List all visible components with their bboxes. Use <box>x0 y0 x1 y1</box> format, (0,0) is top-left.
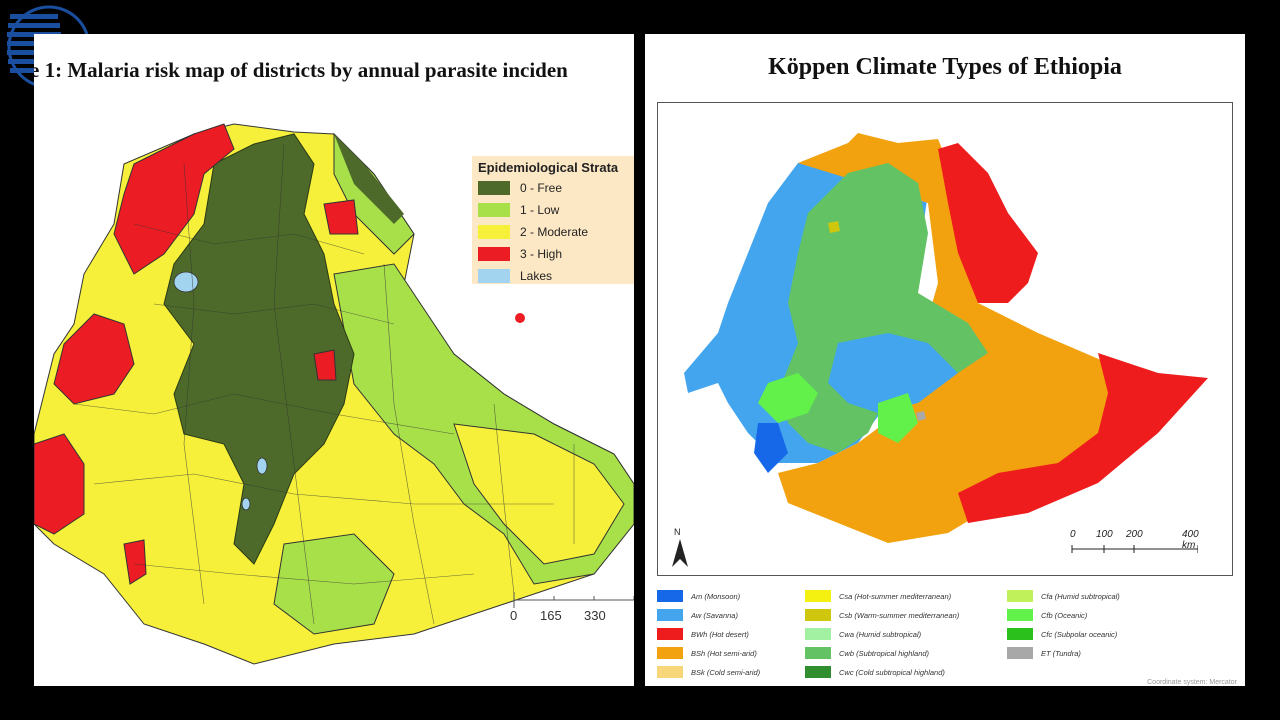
map-region-high-c <box>323 199 359 235</box>
legend-item-cfa: Cfa (Humid subtropical) <box>1007 590 1120 602</box>
legend-item-lakes: Lakes <box>478 268 552 284</box>
map-red-dot <box>515 313 525 323</box>
legend-item-cwa: Cwa (Humid subtropical) <box>805 628 921 640</box>
map-zone-et <box>916 411 926 421</box>
map-region-high-s <box>123 539 147 585</box>
lake-tana <box>173 271 199 293</box>
legend-item-am: Am (Monsoon) <box>657 590 740 602</box>
legend-swatch <box>478 203 510 217</box>
map-region-free-ne <box>334 134 404 224</box>
scale-bar-line <box>1071 545 1198 553</box>
scale-label: 330 <box>584 608 606 623</box>
scale-label: 0 <box>1070 529 1076 540</box>
map-region-low-south <box>273 533 395 635</box>
legend-item-aw: Aw (Savanna) <box>657 609 738 621</box>
scale-label: 165 <box>540 608 562 623</box>
lake-rift-2 <box>241 497 251 511</box>
legend-item-bsk: BSk (Cold semi-arid) <box>657 666 760 678</box>
malaria-risk-map <box>34 123 634 665</box>
scale-label: 200 <box>1126 529 1143 540</box>
map-region-high-sw <box>34 433 85 535</box>
koppen-map-panel: Köppen Climate Types of Ethiopia <box>645 34 1245 686</box>
map-region-high-nw <box>113 123 235 275</box>
coordinate-system-note: Coordinate system: Mercator <box>1147 679 1237 686</box>
map-zone-csb <box>828 221 840 233</box>
map-zone-bwh-se <box>958 353 1208 523</box>
legend-title: Epidemiological Strata <box>478 160 619 175</box>
legend-item-free: 0 - Free <box>478 180 562 196</box>
north-arrow-icon <box>672 539 688 567</box>
map-zone-bwh-ne <box>938 143 1038 303</box>
legend-item-low: 1 - Low <box>478 202 559 218</box>
legend-label: 0 - Free <box>520 181 563 195</box>
legend-swatch <box>478 269 510 283</box>
scale-label: 0 <box>510 608 518 623</box>
scale-label: 100 <box>1096 529 1113 540</box>
legend-swatch <box>478 225 510 239</box>
district-boundaries <box>73 143 575 625</box>
map-region-high-e <box>313 349 337 381</box>
legend-item-csb: Csb (Warm-summer mediterranean) <box>805 609 959 621</box>
malaria-map-title: e 1: Malaria risk map of districts by an… <box>34 58 568 82</box>
malaria-map-panel: e 1: Malaria risk map of districts by an… <box>34 34 634 686</box>
legend-item-csa: Csa (Hot-summer mediterranean) <box>805 590 951 602</box>
koppen-legend: Am (Monsoon) Aw (Savanna) BWh (Hot deser… <box>657 590 1237 680</box>
legend-item-cwc: Cwc (Cold subtropical highland) <box>805 666 945 678</box>
scale-label: 400 km <box>1182 529 1199 551</box>
legend-label: 3 - High <box>520 247 563 261</box>
map-region-free <box>163 133 355 565</box>
legend-swatch <box>478 181 510 195</box>
map-zone-cfb <box>758 373 818 423</box>
legend-label: 2 - Moderate <box>520 225 589 239</box>
legend-label: Lakes <box>520 269 553 283</box>
map-region-high-w <box>53 313 135 405</box>
koppen-map-title: Köppen Climate Types of Ethiopia <box>768 54 1122 80</box>
map-zone-cfb-2 <box>878 393 918 443</box>
map-region-moderate-east <box>453 423 625 565</box>
legend-item-high: 3 - High <box>478 246 562 262</box>
map-zone-aw-rift <box>828 333 958 413</box>
legend-label: 1 - Low <box>520 203 560 217</box>
legend-item-cfb: Cfb (Oceanic) <box>1007 609 1087 621</box>
north-arrow: N <box>670 527 690 567</box>
scale-bar-line <box>513 592 634 608</box>
map-zone-am <box>754 423 788 473</box>
legend-item-et: ET (Tundra) <box>1007 647 1081 659</box>
legend-item-bwh: BWh (Hot desert) <box>657 628 749 640</box>
lake-rift <box>256 457 268 475</box>
legend-item-cwb: Cwb (Subtropical highland) <box>805 647 929 659</box>
north-label: N <box>674 527 681 537</box>
legend-item-cfc: Cfc (Subpolar oceanic) <box>1007 628 1117 640</box>
legend-swatch <box>478 247 510 261</box>
koppen-climate-map <box>684 133 1208 543</box>
legend-item-bsh: BSh (Hot semi-arid) <box>657 647 757 659</box>
epidemiological-legend: Epidemiological Strata 0 - Free 1 - Low … <box>472 156 634 284</box>
koppen-map-frame: N 0 100 200 400 km <box>657 102 1233 576</box>
legend-item-moderate: 2 - Moderate <box>478 224 588 240</box>
